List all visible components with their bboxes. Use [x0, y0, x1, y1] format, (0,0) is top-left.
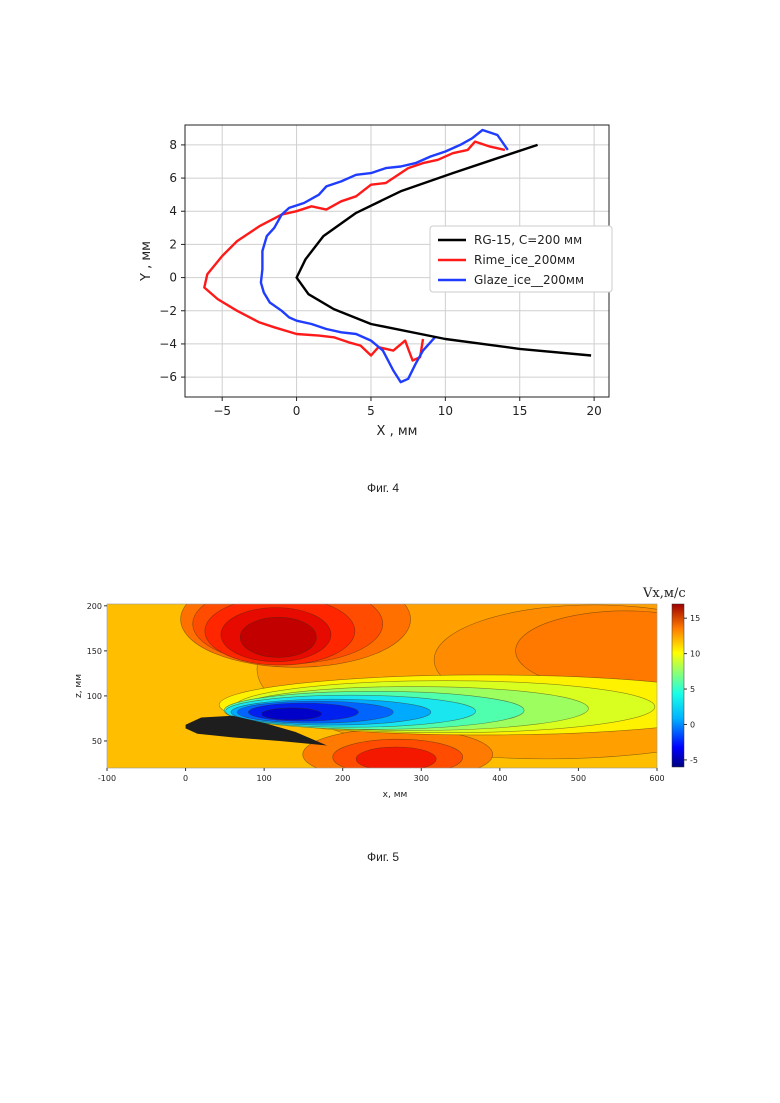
- colorbar-title: Vx,м/с: [642, 586, 686, 601]
- colorbar-tick-label: -5: [690, 756, 698, 765]
- figure-5-caption: Фиг. 5: [367, 850, 399, 864]
- x-tick-label: -100: [98, 774, 116, 783]
- y-axis-label: z, мм: [74, 674, 84, 698]
- y-tick-label: 100: [87, 692, 102, 701]
- colorbar-tick-label: 15: [690, 614, 700, 623]
- x-tick-label: 300: [414, 774, 429, 783]
- contour-band: [356, 747, 436, 771]
- x-axis-label: x, мм: [383, 790, 408, 800]
- colorbar: [672, 604, 684, 767]
- x-tick-label: 200: [335, 774, 350, 783]
- contour-band: [262, 708, 322, 720]
- colorbar-tick-label: 5: [690, 685, 695, 694]
- y-tick-label: 150: [87, 647, 102, 656]
- x-tick-label: 500: [571, 774, 586, 783]
- y-tick-label: 200: [87, 602, 102, 611]
- contour-band: [240, 617, 316, 657]
- colorbar-tick-label: 10: [690, 650, 700, 659]
- x-tick-label: 100: [257, 774, 272, 783]
- colorbar-ticks: 15 10 5 0 -5: [684, 614, 700, 765]
- x-tick-label: 400: [492, 774, 507, 783]
- x-tick-label: 0: [183, 774, 188, 783]
- y-tick-label: 50: [92, 737, 102, 746]
- x-tick-label: 600: [649, 774, 664, 783]
- colorbar-tick-label: 0: [690, 720, 695, 729]
- figure-5-chart: -100010020030040050060050100150200 x, мм…: [0, 0, 780, 820]
